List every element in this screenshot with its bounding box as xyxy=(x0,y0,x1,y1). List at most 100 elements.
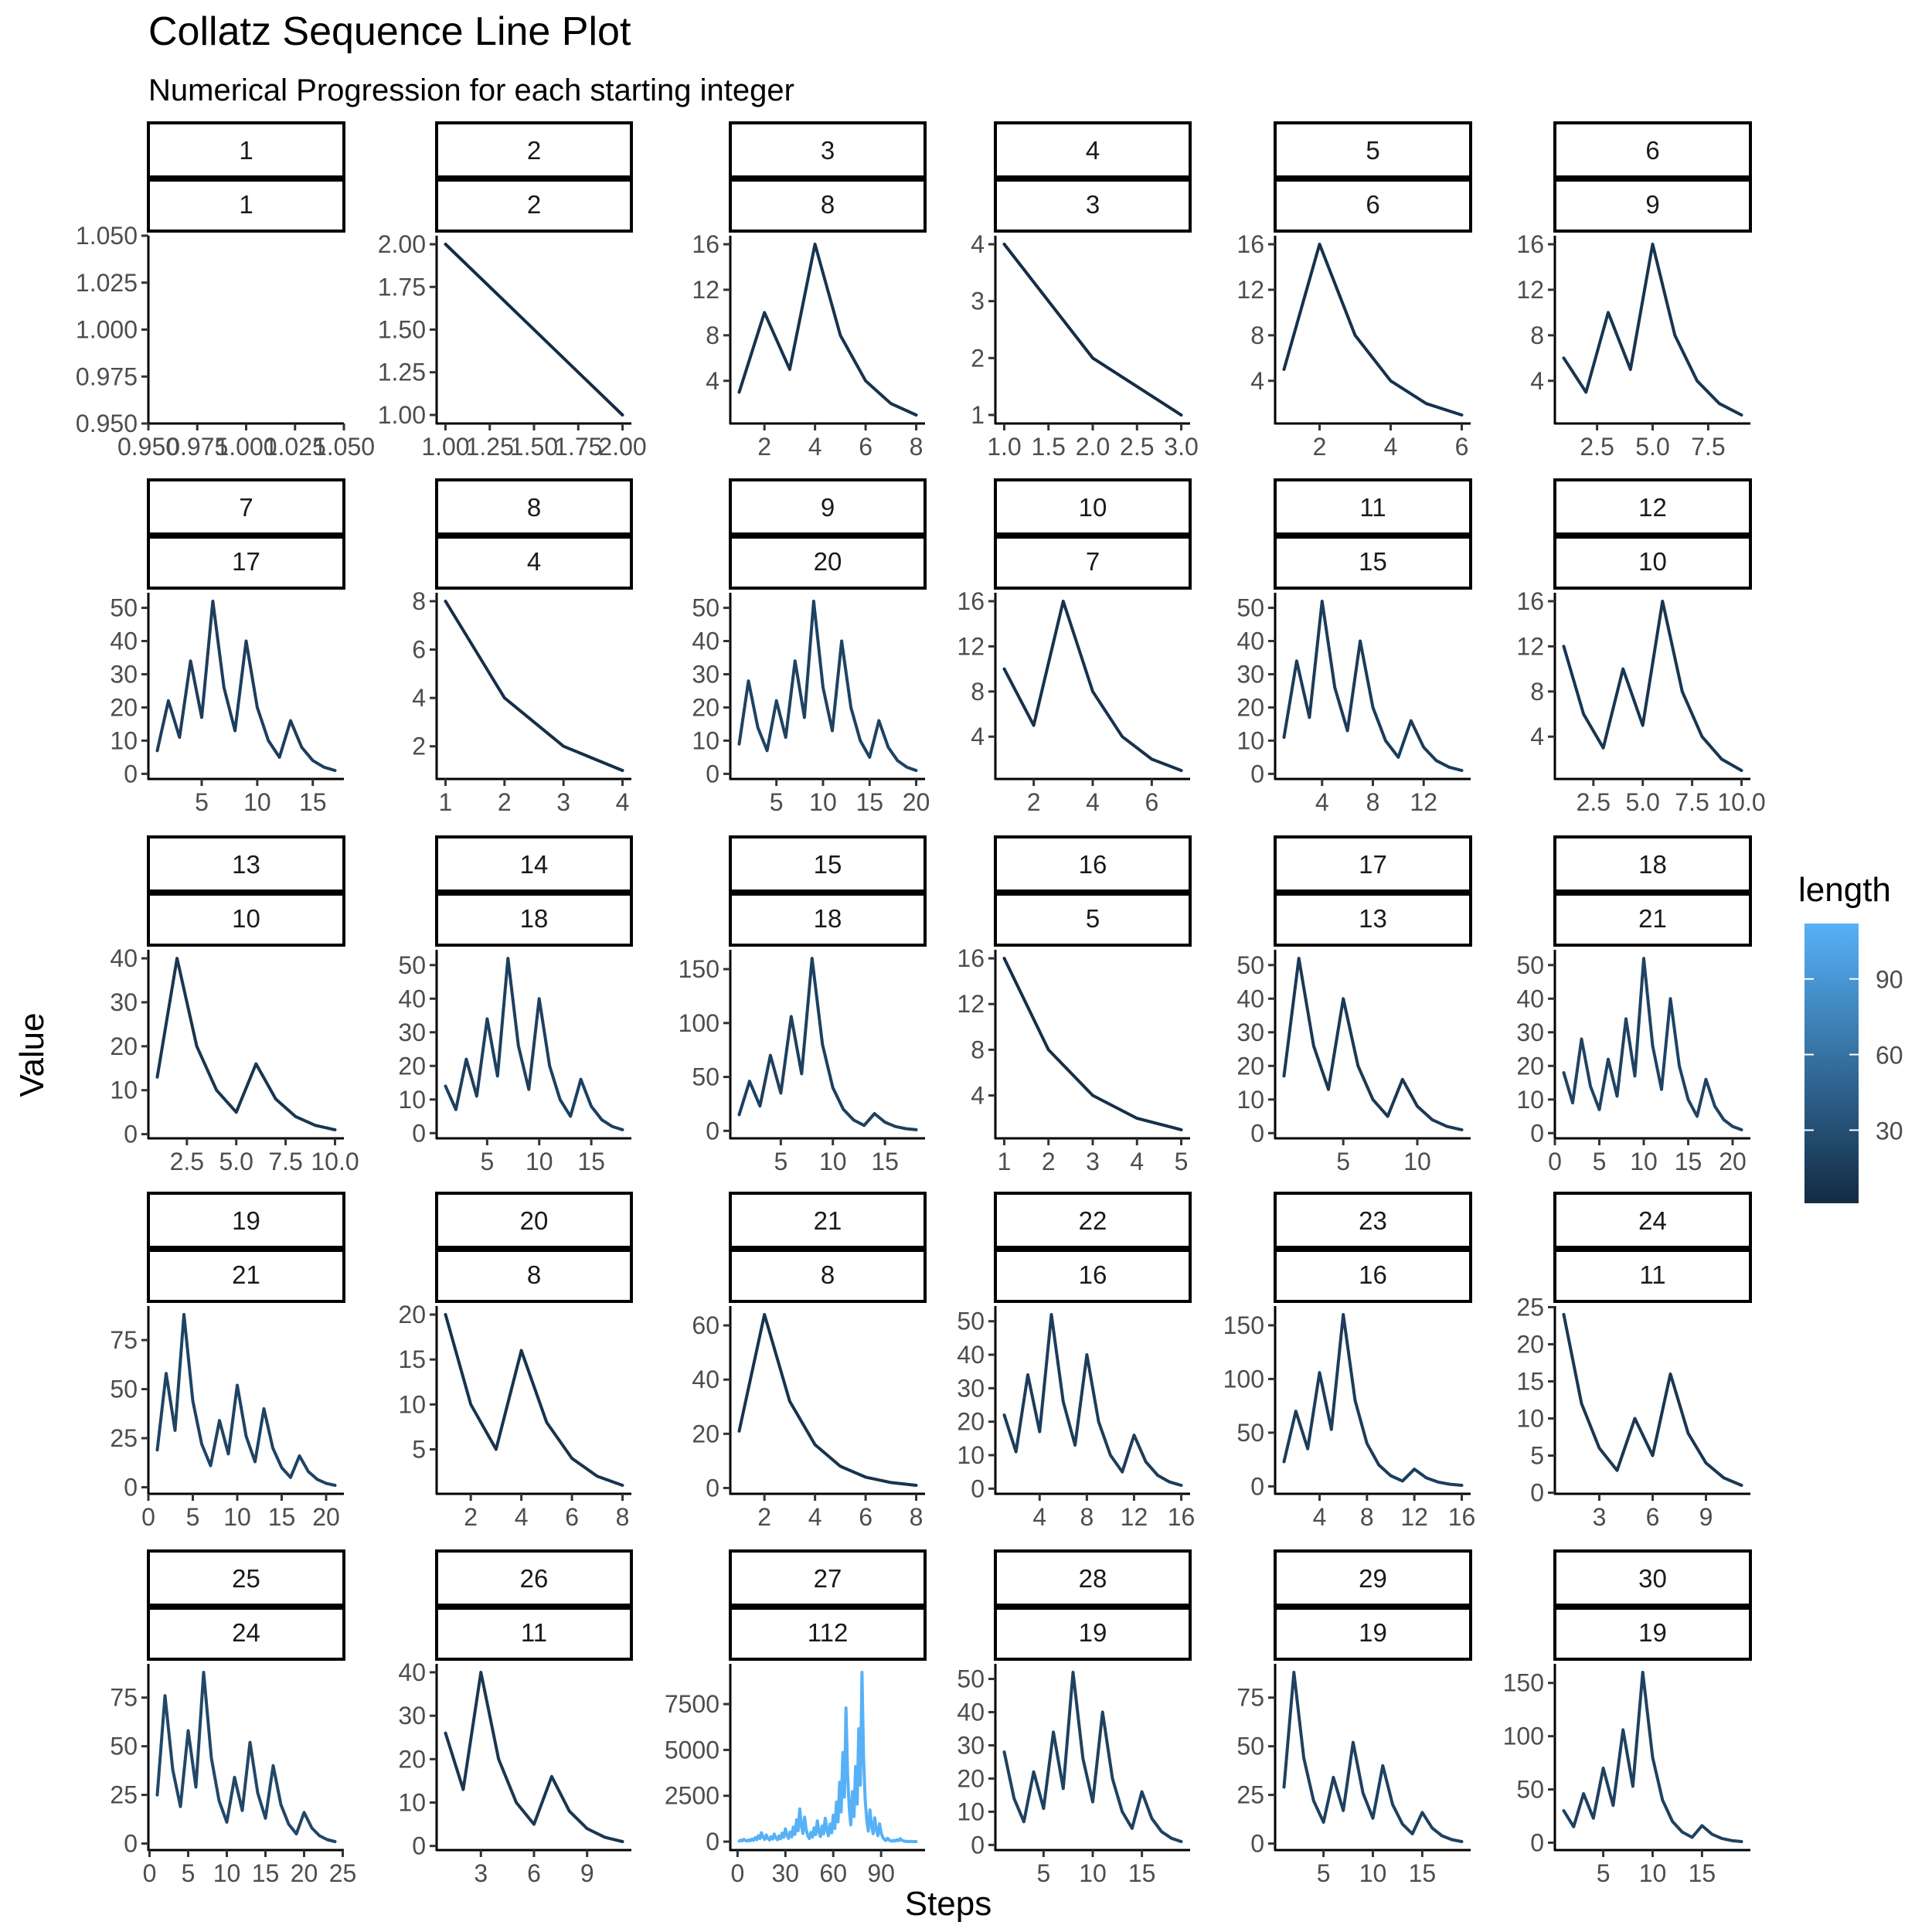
y-tick-label: 50 xyxy=(110,594,138,622)
y-tick-label: 40 xyxy=(398,985,426,1012)
x-tick-label: 5 xyxy=(1336,1148,1350,1175)
facet-panel-23: 23 16 0 50 100 150 4 8 12 16 xyxy=(1223,1192,1476,1531)
strip-start-label: 19 xyxy=(232,1206,260,1235)
y-tick-label: 150 xyxy=(1223,1311,1264,1339)
series-line-9 xyxy=(737,600,918,772)
x-tick-label: 0.950 xyxy=(117,433,179,461)
x-tick-label: 2.5 xyxy=(1580,433,1614,461)
strip-start-box xyxy=(729,1549,927,1607)
y-tick-label: 75 xyxy=(110,1684,138,1712)
y-tick-label: 100 xyxy=(1223,1365,1264,1393)
x-tick-label: 2 xyxy=(464,1503,478,1531)
y-tick-label: 16 xyxy=(957,587,985,615)
x-tick-label: 5.0 xyxy=(1635,433,1669,461)
chart-subtitle: Numerical Progression for each starting … xyxy=(148,73,794,107)
y-tick-label: 40 xyxy=(110,944,138,972)
y-tick-label: 40 xyxy=(110,628,138,655)
y-tick-label: 50 xyxy=(692,1063,719,1091)
x-tick-label: 15 xyxy=(1409,1859,1437,1887)
series-line-12 xyxy=(1562,600,1743,772)
x-tick-label: 15 xyxy=(299,788,327,816)
y-tick-label: 30 xyxy=(1236,660,1264,688)
strip-length-label: 6 xyxy=(1366,190,1379,219)
x-tick-label: 4 xyxy=(515,1503,529,1531)
y-tick-label: 16 xyxy=(1236,230,1264,258)
x-tick-label: 9 xyxy=(1699,1503,1713,1531)
strip-length-label: 17 xyxy=(232,547,260,576)
y-tick-label: 0 xyxy=(412,1119,426,1147)
strip-start-box xyxy=(1553,835,1752,893)
x-tick-label: 16 xyxy=(1448,1503,1476,1531)
strip-length-label: 19 xyxy=(1638,1618,1667,1647)
y-tick-label: 10 xyxy=(1236,1086,1264,1114)
facet-panel-13: 13 10 0 10 20 30 40 2.5 5.0 7.5 10.0 xyxy=(110,835,359,1175)
strip-length-box xyxy=(1274,175,1472,233)
series-line-23 xyxy=(1282,1313,1464,1487)
strip-start-box xyxy=(1274,1192,1472,1249)
strip-length-label: 4 xyxy=(527,547,541,576)
strip-length-label: 9 xyxy=(1645,190,1659,219)
y-tick-label: 5 xyxy=(1530,1442,1544,1470)
series-line-16 xyxy=(1002,957,1183,1131)
x-tick-label: 15 xyxy=(1675,1148,1702,1175)
x-tick-label: 5 xyxy=(195,788,209,816)
strip-start-box xyxy=(147,478,345,536)
x-tick-label: 4 xyxy=(1130,1148,1144,1175)
strip-length-box xyxy=(147,1246,345,1303)
series-line-30 xyxy=(1562,1671,1743,1843)
x-tick-label: 5 xyxy=(182,1859,196,1887)
strip-length-label: 16 xyxy=(1359,1260,1387,1289)
x-tick-label: 1.050 xyxy=(313,433,375,461)
x-tick-label: 3 xyxy=(474,1859,488,1887)
y-tick-label: 20 xyxy=(1516,1052,1544,1080)
x-tick-label: 5.0 xyxy=(219,1148,253,1175)
strip-length-box xyxy=(994,532,1192,590)
strip-length-box xyxy=(994,175,1192,233)
x-tick-label: 1.025 xyxy=(264,433,326,461)
strip-start-box xyxy=(1274,478,1472,536)
y-tick-label: 20 xyxy=(1236,1052,1264,1080)
x-tick-label: 6 xyxy=(859,433,872,461)
strip-start-label: 28 xyxy=(1079,1564,1107,1593)
y-tick-label: 50 xyxy=(1236,951,1264,979)
x-tick-label: 10 xyxy=(526,1148,553,1175)
y-tick-label: 25 xyxy=(1516,1293,1544,1321)
y-tick-label: 16 xyxy=(957,944,985,972)
x-tick-label: 90 xyxy=(867,1859,895,1887)
y-tick-label: 20 xyxy=(957,1408,985,1436)
x-tick-label: 8 xyxy=(1360,1503,1374,1531)
series-line-29 xyxy=(1282,1671,1464,1843)
x-tick-label: 1 xyxy=(439,788,453,816)
facet-panel-30: 30 19 0 50 100 150 5 10 15 xyxy=(1503,1549,1752,1887)
x-tick-label: 4 xyxy=(616,788,630,816)
y-tick-label: 0 xyxy=(124,1830,138,1858)
x-tick-label: 1.00 xyxy=(421,433,469,461)
strip-length-label: 18 xyxy=(814,904,842,933)
x-tick-label: 8 xyxy=(910,1503,923,1531)
y-tick-label: 4 xyxy=(706,367,719,395)
x-tick-label: 1.0 xyxy=(987,433,1021,461)
strip-start-label: 4 xyxy=(1086,136,1100,165)
strip-length-box xyxy=(147,1604,345,1661)
y-tick-label: 0 xyxy=(706,1117,719,1145)
y-tick-label: 50 xyxy=(1516,1776,1544,1804)
legend-tick-label: 90 xyxy=(1876,966,1903,994)
x-tick-label: 6 xyxy=(527,1859,541,1887)
strip-start-label: 27 xyxy=(814,1564,842,1593)
strip-length-label: 5 xyxy=(1086,904,1100,933)
x-tick-label: 5 xyxy=(1593,1148,1607,1175)
y-tick-label: 0 xyxy=(706,1474,719,1502)
y-tick-label: 20 xyxy=(1236,693,1264,721)
x-tick-label: 0 xyxy=(730,1859,744,1887)
facet-panel-6: 6 9 4 8 12 16 2.5 5.0 7.5 xyxy=(1516,121,1752,461)
strip-length-label: 13 xyxy=(1359,904,1387,933)
strip-start-box xyxy=(994,835,1192,893)
strip-start-label: 26 xyxy=(520,1564,549,1593)
strip-length-label: 3 xyxy=(1086,190,1100,219)
strip-length-box xyxy=(1553,175,1752,233)
y-tick-label: 100 xyxy=(1503,1723,1544,1750)
y-tick-label: 50 xyxy=(957,1665,985,1693)
x-tick-label: 15 xyxy=(1689,1859,1716,1887)
y-tick-label: 25 xyxy=(110,1781,138,1809)
